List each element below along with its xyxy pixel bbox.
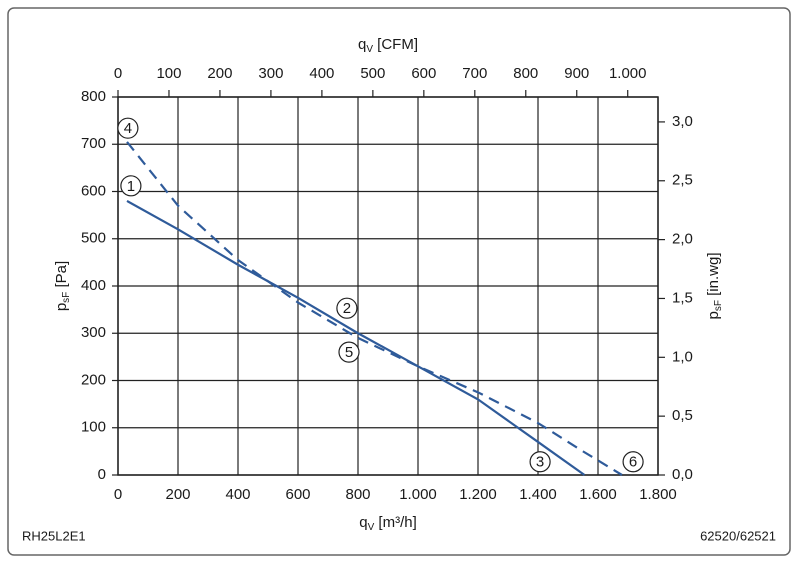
x-tick-label: 0 — [114, 486, 122, 503]
y-tick-label: 200 — [81, 371, 106, 388]
annotation: 2 — [336, 297, 358, 319]
x-tick-label: 1.600 — [579, 486, 617, 503]
y-tick-label: 100 — [81, 419, 106, 436]
annotation: 5 — [338, 341, 360, 363]
frame — [7, 7, 791, 556]
x2-tick-label: 100 — [156, 65, 181, 82]
x2-tick-label: 400 — [309, 65, 334, 82]
x-tick-label: 1.000 — [399, 486, 437, 503]
x-tick-label: 1.400 — [519, 486, 557, 503]
x-tick-label: 200 — [165, 486, 190, 503]
y-tick-label: 700 — [81, 135, 106, 152]
annotation-circle — [120, 175, 142, 197]
x2-tick-label: 500 — [360, 65, 385, 82]
y2-axis-label: psF [in.wg] — [705, 253, 724, 320]
annotation-circle — [117, 117, 139, 139]
y-tick-label: 400 — [81, 277, 106, 294]
y-tick-label: 300 — [81, 324, 106, 341]
footer-left: RH25L2E1 — [22, 528, 86, 543]
y2-tick-label: 2,0 — [672, 231, 693, 248]
annotation-circle — [622, 451, 644, 473]
y-tick-label: 500 — [81, 230, 106, 247]
annotation-label: 3 — [536, 454, 544, 471]
x2-tick-label: 200 — [207, 65, 232, 82]
annotation-label: 6 — [629, 454, 637, 471]
y2-tick-label: 1,5 — [672, 289, 693, 306]
x-axis-label: qV [m³/h] — [359, 514, 417, 533]
annotation: 4 — [117, 117, 139, 139]
x-tick-label: 600 — [285, 486, 310, 503]
y-tick-label: 0 — [98, 466, 106, 483]
y2-tick-label: 1,0 — [672, 348, 693, 365]
y-tick-label: 600 — [81, 182, 106, 199]
curve — [126, 199, 586, 476]
x-tick-label: 1.800 — [639, 486, 677, 503]
annotation-circle — [338, 341, 360, 363]
x2-tick-label: 300 — [258, 65, 283, 82]
y-tick-label: 800 — [81, 88, 106, 105]
x-tick-label: 1.200 — [459, 486, 497, 503]
annotation: 6 — [622, 451, 644, 473]
y2-tick-label: 3,0 — [672, 113, 693, 130]
x2-tick-label: 600 — [411, 65, 436, 82]
x2-tick-label: 800 — [513, 65, 538, 82]
x2-tick-label: 900 — [564, 65, 589, 82]
annotation: 3 — [529, 451, 551, 473]
annotation-label: 1 — [127, 178, 135, 195]
y2-tick-label: 2,5 — [672, 172, 693, 189]
y2-tick-label: 0,5 — [672, 407, 693, 424]
x-tick-label: 800 — [345, 486, 370, 503]
annotation-circle — [529, 451, 551, 473]
footer-right: 62520/62521 — [700, 528, 776, 543]
annotation: 1 — [120, 175, 142, 197]
x2-tick-label: 0 — [114, 65, 122, 82]
x2-tick-label: 700 — [462, 65, 487, 82]
x2-tick-label: 1.000 — [609, 65, 647, 82]
y-axis-label: psF [Pa] — [53, 261, 72, 311]
x-tick-label: 400 — [225, 486, 250, 503]
annotation-label: 2 — [343, 300, 351, 317]
x2-axis-label: qV [CFM] — [358, 36, 418, 55]
y2-tick-label: 0,0 — [672, 466, 693, 483]
curve — [126, 141, 623, 476]
annotation-label: 5 — [345, 344, 353, 361]
annotation-circle — [336, 297, 358, 319]
annotation-label: 4 — [124, 120, 132, 137]
